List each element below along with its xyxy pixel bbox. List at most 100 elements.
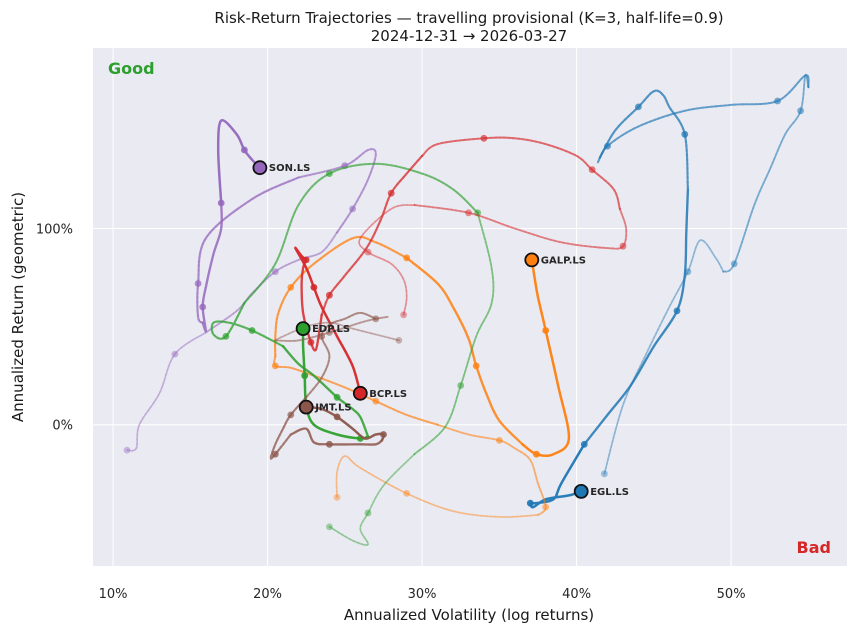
trajectory-point	[271, 450, 279, 458]
trajectory-point	[797, 107, 804, 115]
trajectory-point	[588, 166, 596, 174]
trajectory-point	[604, 142, 611, 150]
trajectory-line	[126, 331, 207, 452]
trajectory-point	[171, 350, 179, 358]
trajectory-line	[328, 453, 416, 546]
x-tick-label: 10%	[99, 587, 128, 602]
trajectory-line	[413, 211, 495, 456]
trajectory-point	[635, 103, 642, 111]
trajectory-point	[774, 97, 781, 105]
grid	[93, 48, 847, 566]
y-tick-label: 100%	[36, 223, 73, 238]
trajectory-line	[274, 321, 400, 342]
trajectory-point	[326, 170, 333, 178]
trajectory-line	[521, 258, 571, 458]
trajectory-point	[333, 413, 341, 421]
trajectory-point	[542, 503, 550, 511]
trajectory-point	[457, 382, 465, 389]
trajectory-point	[333, 393, 341, 401]
trajectory-line	[358, 204, 416, 316]
trajectory-point	[400, 311, 407, 319]
trajectory-point	[326, 329, 333, 336]
trajectory-line	[274, 315, 390, 342]
endpoint-layer: SON.LS EGL.LS GALP.LS EDP.LS BCP.LS JMT.LS	[252, 160, 629, 499]
trajectory-point	[326, 523, 333, 531]
trajectory-point	[526, 499, 534, 507]
chart-title: Risk-Return Trajectories — travelling pr…	[214, 9, 723, 27]
trajectory-point	[684, 268, 692, 276]
trajectory-point	[387, 189, 395, 197]
trajectory-point	[380, 431, 387, 438]
ticker-label: EDP.LS	[312, 324, 350, 335]
trajectory-point	[372, 397, 380, 405]
trajectory-point	[580, 440, 588, 448]
trajectory-line	[243, 162, 479, 305]
endpoint-bcp-ls: BCP.LS	[352, 385, 407, 401]
trajectory-point	[271, 268, 279, 276]
trajectory-point	[496, 437, 503, 444]
series-edp-ls	[210, 162, 495, 546]
trajectory-point	[241, 146, 248, 154]
x-axis-label: Annualized Volatility (log returns)	[344, 606, 594, 624]
trajectory-point	[271, 362, 279, 370]
trajectory-point	[364, 248, 372, 256]
trajectory-line	[583, 188, 690, 446]
trajectory-line	[216, 119, 262, 205]
trajectory-point	[542, 327, 550, 334]
endpoint-son-ls: SON.LS	[252, 160, 310, 176]
trajectory-point	[287, 284, 295, 291]
good-corner-label: Good	[108, 59, 155, 78]
trajectory-point	[333, 493, 341, 501]
trajectory-point	[194, 280, 202, 287]
trajectory-point	[287, 411, 295, 419]
trajectory-line	[335, 455, 539, 518]
trajectory-point	[222, 333, 230, 340]
series-bcp-ls	[294, 134, 628, 395]
x-tick-label: 40%	[562, 587, 591, 602]
x-tick-label: 50%	[717, 587, 746, 602]
endpoint-marker	[524, 252, 540, 268]
trajectory-point	[307, 338, 315, 346]
trajectory-line	[413, 204, 628, 250]
trajectory-line	[405, 256, 524, 446]
x-tick-label: 20%	[253, 587, 282, 602]
endpoint-galp-ls: GALP.LS	[524, 252, 586, 268]
ticker-label: BCP.LS	[369, 389, 407, 400]
trajectory-point	[301, 372, 309, 380]
trajectory-point	[403, 490, 411, 497]
trajectory-point	[395, 337, 403, 344]
series-galp-ls	[271, 235, 571, 518]
bad-corner-label: Bad	[797, 538, 831, 557]
trajectory-line	[603, 239, 725, 475]
ticks: 10% 20% 30% 40% 50% 0% 100%	[36, 223, 746, 602]
endpoint-marker	[252, 160, 268, 176]
trajectory-line	[421, 136, 621, 210]
chart-subtitle: 2024-12-31 → 2026-03-27	[371, 27, 567, 45]
ticker-label: EGL.LS	[590, 487, 629, 498]
y-axis-label: Annualized Return (geometric)	[9, 192, 27, 422]
endpoint-marker	[352, 385, 368, 401]
trajectory-point	[302, 256, 310, 264]
trajectory-point	[472, 362, 480, 370]
series-egl-ls	[526, 73, 810, 509]
trajectory-point	[673, 307, 681, 315]
trajectory-line	[722, 73, 810, 273]
trajectory-line	[201, 201, 223, 333]
trajectory-point	[465, 209, 472, 217]
trajectory-point	[123, 446, 131, 454]
trajectory-point	[730, 260, 738, 268]
trajectory-point	[326, 440, 333, 448]
trajectory-point	[480, 134, 488, 142]
trajectory-point	[248, 327, 256, 334]
trajectory-point	[601, 470, 608, 478]
trajectory-point	[199, 303, 207, 311]
ticker-label: JMT.LS	[314, 403, 351, 414]
trajectory-point	[681, 130, 689, 138]
trajectory-point	[619, 242, 627, 250]
trajectory-point	[403, 254, 411, 262]
y-tick-label: 0%	[52, 419, 73, 434]
endpoint-jmt-ls: JMT.LS	[298, 399, 352, 415]
endpoint-marker	[573, 483, 589, 499]
